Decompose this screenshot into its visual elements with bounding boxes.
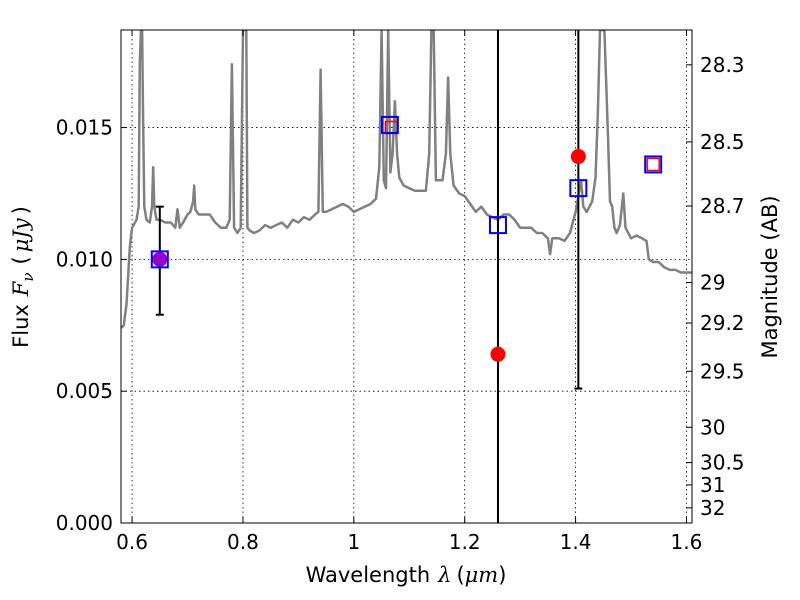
model-photometry-square xyxy=(380,115,399,134)
magnitude-tick-label: 30 xyxy=(700,415,725,439)
observed-flux-point xyxy=(152,251,168,267)
magnitude-tick-label: 29.2 xyxy=(700,311,745,335)
x-tick-label: 0.8 xyxy=(227,530,259,554)
model-photometry-square xyxy=(150,250,169,269)
x-tick-label: 1.4 xyxy=(560,530,592,554)
y-tick-label: 0.000 xyxy=(56,511,113,535)
x-tick-label: 1.2 xyxy=(449,530,481,554)
y-tick-label: 0.015 xyxy=(56,116,113,140)
alternate-model-square xyxy=(646,157,660,172)
x-axis-title: Wavelength λ (μm) xyxy=(306,563,507,587)
x-axis-ticks: 0.6 0.8 1 1.2 1.4 1.6 xyxy=(116,30,702,554)
x-tick-label: 1.6 xyxy=(671,530,703,554)
y-axis-title: FluxFν(μJy) xyxy=(9,206,37,348)
x-tick-label: 0.6 xyxy=(116,530,148,554)
y-axis-ticks: 0.000 0.005 0.010 0.015 xyxy=(56,116,127,535)
magnitude-tick-label: 29.5 xyxy=(700,359,745,383)
error-bars xyxy=(155,30,583,523)
plot-frame xyxy=(120,29,693,524)
magnitude-tick-label: 28.5 xyxy=(700,130,745,154)
magnitude-tick-label: 28.3 xyxy=(700,53,745,77)
observed-flux-point xyxy=(490,346,506,362)
y-tick-label: 0.010 xyxy=(56,247,113,271)
x-tick-label: 1 xyxy=(347,530,360,554)
y-tick-label: 0.005 xyxy=(56,379,113,403)
magnitude-tick-label: 29 xyxy=(700,271,725,295)
model-spectrum-line xyxy=(121,30,692,329)
magnitude-tick-label: 28.7 xyxy=(700,194,745,218)
magnitude-tick-label: 31 xyxy=(700,473,725,497)
model-spectrum-series xyxy=(121,30,692,329)
observed-flux-point xyxy=(570,149,586,165)
model-photometry-square xyxy=(488,216,507,235)
magnitude-tick-label: 32 xyxy=(700,496,725,520)
magnitude-axis-title: Magnitude (AB) xyxy=(758,195,782,358)
model-photometry-square xyxy=(569,179,588,198)
markers xyxy=(150,115,663,362)
model-photometry-square xyxy=(644,155,663,174)
magnitude-tick-label: 30.5 xyxy=(700,451,745,475)
